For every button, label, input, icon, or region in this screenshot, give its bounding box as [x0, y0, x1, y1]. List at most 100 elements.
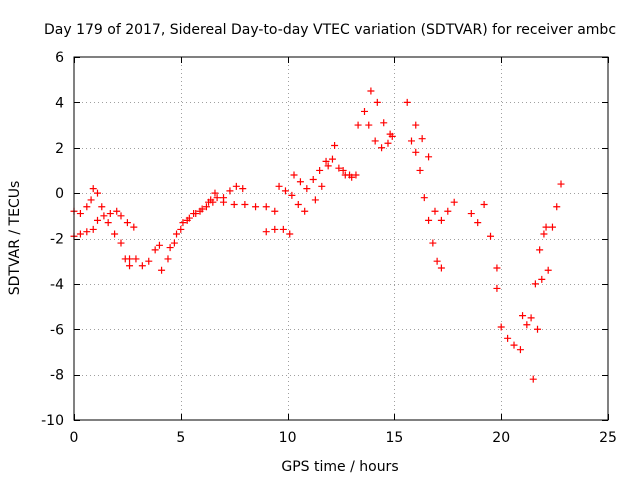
data-point	[403, 98, 411, 106]
series-arc-8	[275, 182, 309, 215]
data-point	[354, 121, 362, 129]
data-point	[407, 137, 415, 145]
series-arc-3	[126, 241, 163, 270]
data-point	[151, 246, 159, 254]
series-arc-15	[412, 121, 458, 224]
x-tick-label: 5	[176, 430, 185, 446]
data-point	[145, 257, 153, 265]
data-point	[493, 284, 501, 292]
data-point	[322, 157, 330, 165]
data-point	[83, 203, 91, 211]
data-point	[548, 223, 556, 231]
series-arc-14	[403, 98, 445, 272]
data-point	[335, 164, 343, 172]
chart-title: Day 179 of 2017, Sidereal Day-to-day VTE…	[44, 22, 616, 38]
data-point	[487, 232, 495, 240]
data-point	[433, 257, 441, 265]
data-point	[185, 214, 193, 222]
data-point	[158, 266, 166, 274]
data-point	[504, 334, 512, 342]
series-arc-6	[209, 198, 279, 215]
data-point	[271, 207, 279, 215]
y-tick-label: -6	[50, 322, 64, 338]
data-point	[294, 200, 302, 208]
data-point	[467, 210, 475, 218]
data-point	[177, 225, 185, 233]
data-point	[480, 200, 488, 208]
data-point	[241, 200, 249, 208]
data-point	[365, 121, 373, 129]
data-point	[252, 203, 260, 211]
data-point	[380, 119, 388, 127]
data-point	[281, 187, 289, 195]
data-point	[126, 255, 134, 263]
data-point	[93, 216, 101, 224]
data-point	[170, 239, 178, 247]
data-point	[420, 194, 428, 202]
data-point	[493, 264, 501, 272]
data-point	[220, 198, 228, 206]
data-point	[271, 225, 279, 233]
data-point	[450, 198, 458, 206]
data-point	[519, 312, 527, 320]
data-point	[373, 98, 381, 106]
data-point	[226, 187, 234, 195]
data-point	[87, 196, 95, 204]
data-point	[553, 203, 561, 211]
data-point	[523, 321, 531, 329]
data-point	[425, 216, 433, 224]
data-point	[346, 171, 354, 179]
series-arc-18	[519, 223, 550, 383]
data-point	[542, 223, 550, 231]
data-point	[474, 219, 482, 227]
series-arc-11	[339, 166, 360, 179]
data-point	[166, 244, 174, 252]
data-point	[324, 162, 332, 170]
data-point	[316, 166, 324, 174]
data-point	[179, 219, 187, 227]
data-point	[544, 266, 552, 274]
data-point	[126, 262, 134, 270]
data-point	[288, 191, 296, 199]
data-point	[89, 225, 97, 233]
series-arc-4	[158, 182, 247, 274]
data-point	[412, 148, 420, 156]
data-point	[437, 216, 445, 224]
data-point	[437, 264, 445, 272]
series-arc-17	[493, 284, 524, 354]
series-arc-7	[262, 225, 294, 238]
data-point	[540, 230, 548, 238]
series-arc-16	[467, 200, 501, 272]
data-point	[192, 210, 200, 218]
data-point	[279, 225, 287, 233]
data-point	[412, 121, 420, 129]
data-point	[275, 182, 283, 190]
data-point	[164, 255, 172, 263]
data-point	[497, 323, 505, 331]
data-point	[311, 196, 319, 204]
data-point	[123, 219, 131, 227]
y-tick-label: 6	[55, 50, 64, 66]
x-tick-label: 10	[279, 430, 297, 446]
series-arc-13	[365, 121, 396, 152]
data-point	[531, 280, 539, 288]
y-tick-label: 2	[55, 141, 64, 157]
grid	[74, 57, 608, 420]
data-point	[211, 189, 219, 197]
data-point	[309, 176, 317, 184]
data-point	[290, 171, 298, 179]
data-point	[117, 212, 125, 220]
data-point	[93, 189, 101, 197]
data-point	[106, 210, 114, 218]
data-point	[232, 182, 240, 190]
x-tick-label: 15	[385, 430, 403, 446]
data-point	[138, 262, 146, 270]
series-arc-5	[166, 189, 219, 252]
y-tick-label: -8	[50, 368, 64, 384]
x-tick-label: 0	[70, 430, 79, 446]
data-point	[230, 200, 238, 208]
data-point	[538, 275, 546, 283]
data-point	[429, 239, 437, 247]
